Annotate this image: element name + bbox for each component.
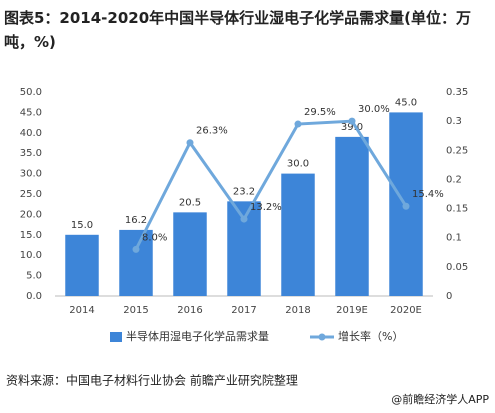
x-tick-label: 2014 <box>69 305 94 316</box>
x-tick-label: 2019E <box>336 305 368 316</box>
brand: @前瞻经济学人APP <box>391 392 489 406</box>
legend-swatch <box>318 333 326 341</box>
y-tick-label: 45.0 <box>20 107 42 118</box>
line-marker <box>186 139 194 147</box>
y2-tick-label: 0.3 <box>446 116 462 127</box>
bar <box>65 234 99 296</box>
x-tick-label: 2018 <box>285 305 310 316</box>
y-tick-label: 10.0 <box>20 250 42 261</box>
y2-tick-label: 0.2 <box>446 174 462 185</box>
bar-value-label: 23.2 <box>233 186 255 197</box>
bar <box>281 173 315 296</box>
y-tick-label: 35.0 <box>20 148 42 159</box>
y2-tick-label: 0.05 <box>446 262 468 273</box>
x-tick-label: 2015 <box>123 305 148 316</box>
bar-value-label: 45.0 <box>395 97 417 108</box>
bar-value-label: 15.0 <box>71 220 93 231</box>
legend-label: 半导体用湿电子化学品需求量 <box>126 329 269 343</box>
chart-title: 图表5：2014-2020年中国半导体行业湿电子化学品需求量(单位：万吨，%) <box>4 9 472 51</box>
line-value-label: 8.0% <box>142 232 167 243</box>
bar-value-label: 16.2 <box>125 215 147 226</box>
bar-value-label: 39.0 <box>341 122 363 133</box>
line-value-label: 29.5% <box>304 107 336 118</box>
line-marker <box>132 245 140 253</box>
y-tick-label: 50.0 <box>20 87 42 98</box>
x-tick-label: 2017 <box>231 305 256 316</box>
source: 资料来源：中国电子材料行业协会 前瞻产业研究院整理 <box>6 373 298 388</box>
y-tick-label: 20.0 <box>20 209 42 220</box>
line-value-label: 26.3% <box>196 126 228 137</box>
bar-value-label: 30.0 <box>287 159 309 170</box>
line-value-label: 15.4% <box>412 189 444 200</box>
y-tick-label: 30.0 <box>20 169 42 180</box>
y-tick-label: 5.0 <box>26 271 42 282</box>
x-tick-label: 2016 <box>177 305 202 316</box>
y2-tick-label: 0 <box>446 291 452 302</box>
y-tick-label: 25.0 <box>20 189 42 200</box>
y2-tick-label: 0.1 <box>446 233 462 244</box>
y-tick-label: 0.0 <box>26 291 42 302</box>
line <box>134 119 408 251</box>
line-marker <box>348 117 356 125</box>
line-value-label: 13.2% <box>250 202 282 213</box>
line-value-label: 30.0% <box>358 104 390 115</box>
x-tick-label: 2020E <box>390 305 422 316</box>
y2-tick-label: 0.15 <box>446 204 468 215</box>
y2-tick-label: 0.25 <box>446 145 468 156</box>
y2-tick-label: 0.35 <box>446 87 468 98</box>
line-marker <box>240 215 248 223</box>
line-marker <box>402 202 410 210</box>
bar <box>335 136 369 296</box>
y-tick-label: 15.0 <box>20 230 42 241</box>
bar <box>173 212 207 296</box>
bar-value-label: 20.5 <box>179 197 201 208</box>
bar <box>119 229 153 296</box>
line-marker <box>294 120 302 128</box>
legend-swatch <box>110 332 122 342</box>
bar <box>227 201 261 296</box>
y-tick-label: 40.0 <box>20 128 42 139</box>
legend-label: 增长率（%） <box>338 329 403 343</box>
